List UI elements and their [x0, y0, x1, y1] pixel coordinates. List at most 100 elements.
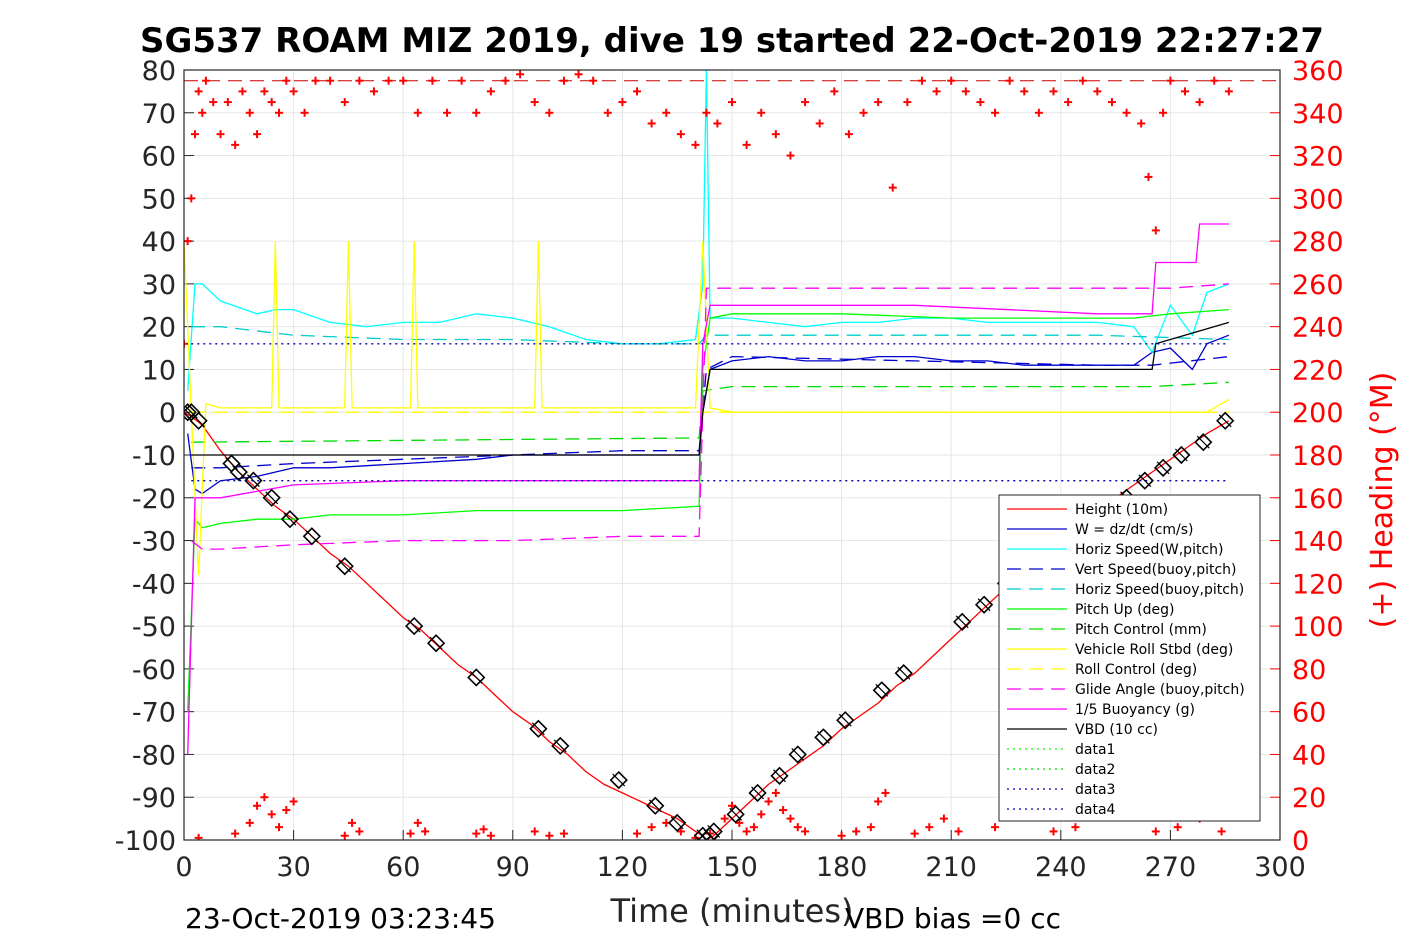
- y-tick-label: 50: [142, 184, 176, 215]
- legend-label: data1: [1075, 742, 1115, 758]
- right-y-tick-label: 100: [1292, 612, 1344, 643]
- legend-label: VBD (10 cc): [1075, 722, 1158, 738]
- heading-point: [399, 76, 408, 85]
- heading-point: [1166, 76, 1175, 85]
- sample-marker: [872, 681, 891, 700]
- right-y-tick-labels: 3603403203002802602402202001801601401201…: [1292, 56, 1344, 857]
- sample-marker: [974, 595, 994, 614]
- heading-point: [1173, 823, 1182, 832]
- heading-point: [187, 194, 196, 203]
- heading-point: [771, 788, 780, 797]
- y-tick-label: 60: [142, 142, 176, 173]
- heading-point: [881, 788, 890, 797]
- legend-entry: W = dz/dt (cm/s): [1007, 522, 1194, 538]
- y-tick-label: -70: [132, 698, 176, 729]
- heading-point: [852, 827, 861, 836]
- heading-point: [559, 829, 568, 838]
- x-tick-label: 30: [276, 852, 310, 883]
- sample-markers: [184, 403, 1235, 840]
- heading-point: [274, 108, 283, 117]
- heading-point: [976, 98, 985, 107]
- right-y-tick-label: 220: [1292, 355, 1344, 386]
- heading-point: [633, 829, 642, 838]
- sample-marker: [953, 612, 972, 631]
- footer-vbd-bias: VBD bias =0 cc: [845, 902, 1061, 935]
- heading-point: [1078, 76, 1087, 85]
- legend-label: Pitch Control (mm): [1075, 622, 1207, 638]
- heading-point: [238, 87, 247, 96]
- sample-marker: [184, 403, 197, 422]
- heading-point: [545, 831, 554, 840]
- heading-point: [1217, 827, 1226, 836]
- right-y-tick-label: 40: [1292, 740, 1326, 771]
- heading-point: [757, 810, 766, 819]
- legend-label: Glide Angle (buoy,pitch): [1075, 682, 1245, 698]
- series-line-9: [190, 283, 1229, 550]
- legend-entry: VBD (10 cc): [1007, 722, 1158, 738]
- sample-marker: [467, 668, 486, 687]
- right-y-tick-label: 300: [1292, 184, 1344, 215]
- y-tick-label: 20: [142, 313, 176, 344]
- heading-point: [662, 108, 671, 117]
- legend-entry: Roll Control (deg): [1007, 662, 1197, 678]
- x-tick-label: 240: [1035, 852, 1087, 883]
- sample-marker: [1216, 411, 1235, 430]
- heading-point: [939, 814, 948, 823]
- x-axis-label: Time (minutes): [610, 892, 854, 930]
- sample-marker: [836, 711, 855, 730]
- x-tick-label: 90: [496, 852, 530, 883]
- series-line-1: [187, 334, 1230, 495]
- x-tick-label: 180: [816, 852, 868, 883]
- heading-point: [1151, 827, 1160, 836]
- right-y-tick-label: 200: [1292, 398, 1344, 429]
- heading-point: [702, 108, 711, 117]
- heading-point: [801, 827, 810, 836]
- heading-point: [443, 108, 452, 117]
- heading-point: [274, 823, 283, 832]
- sample-marker: [302, 527, 321, 546]
- heading-point: [340, 98, 349, 107]
- legend-entry: Vert Speed(buoy,pitch): [1007, 562, 1237, 578]
- heading-point: [300, 108, 309, 117]
- heading-point: [1210, 76, 1219, 85]
- right-y-tick-label: 260: [1292, 270, 1344, 301]
- legend-label: Pitch Up (deg): [1075, 602, 1174, 618]
- heading-point: [961, 87, 970, 96]
- x-tick-label: 60: [386, 852, 420, 883]
- series-line-10: [187, 223, 1229, 755]
- heading-point: [1137, 119, 1146, 128]
- heading-point: [991, 108, 1000, 117]
- heading-point: [501, 76, 510, 85]
- heading-point: [779, 806, 788, 815]
- heading-point: [260, 793, 269, 802]
- heading-point: [369, 87, 378, 96]
- legend-entry: Vehicle Roll Stbd (deg): [1007, 642, 1233, 658]
- heading-point: [1034, 108, 1043, 117]
- heading-point: [267, 98, 276, 107]
- sample-marker: [1135, 471, 1154, 490]
- heading-point: [289, 797, 298, 806]
- heading-point: [406, 829, 415, 838]
- heading-point: [874, 797, 883, 806]
- heading-point: [260, 87, 269, 96]
- heading-point: [866, 823, 875, 832]
- right-y-tick-label: 0: [1292, 826, 1309, 857]
- y-tick-label: 10: [142, 355, 176, 386]
- legend-entry: Height (10m): [1007, 502, 1168, 518]
- heading-points: [184, 70, 1233, 840]
- sample-marker: [726, 805, 745, 824]
- footer-timestamp: 23-Oct-2019 03:23:45: [185, 902, 496, 935]
- legend-entry: Glide Angle (buoy,pitch): [1007, 682, 1245, 698]
- right-y-tick-label: 240: [1292, 313, 1344, 344]
- heading-point: [815, 119, 824, 128]
- heading-point: [1049, 827, 1058, 836]
- sample-marker: [770, 766, 789, 785]
- heading-point: [647, 119, 656, 128]
- y-tick-label: 0: [159, 398, 176, 429]
- heading-point: [384, 76, 393, 85]
- sample-marker: [426, 634, 446, 653]
- sample-marker: [229, 462, 248, 482]
- heading-point: [1144, 172, 1153, 181]
- heading-point: [771, 130, 780, 139]
- sample-marker: [189, 411, 208, 430]
